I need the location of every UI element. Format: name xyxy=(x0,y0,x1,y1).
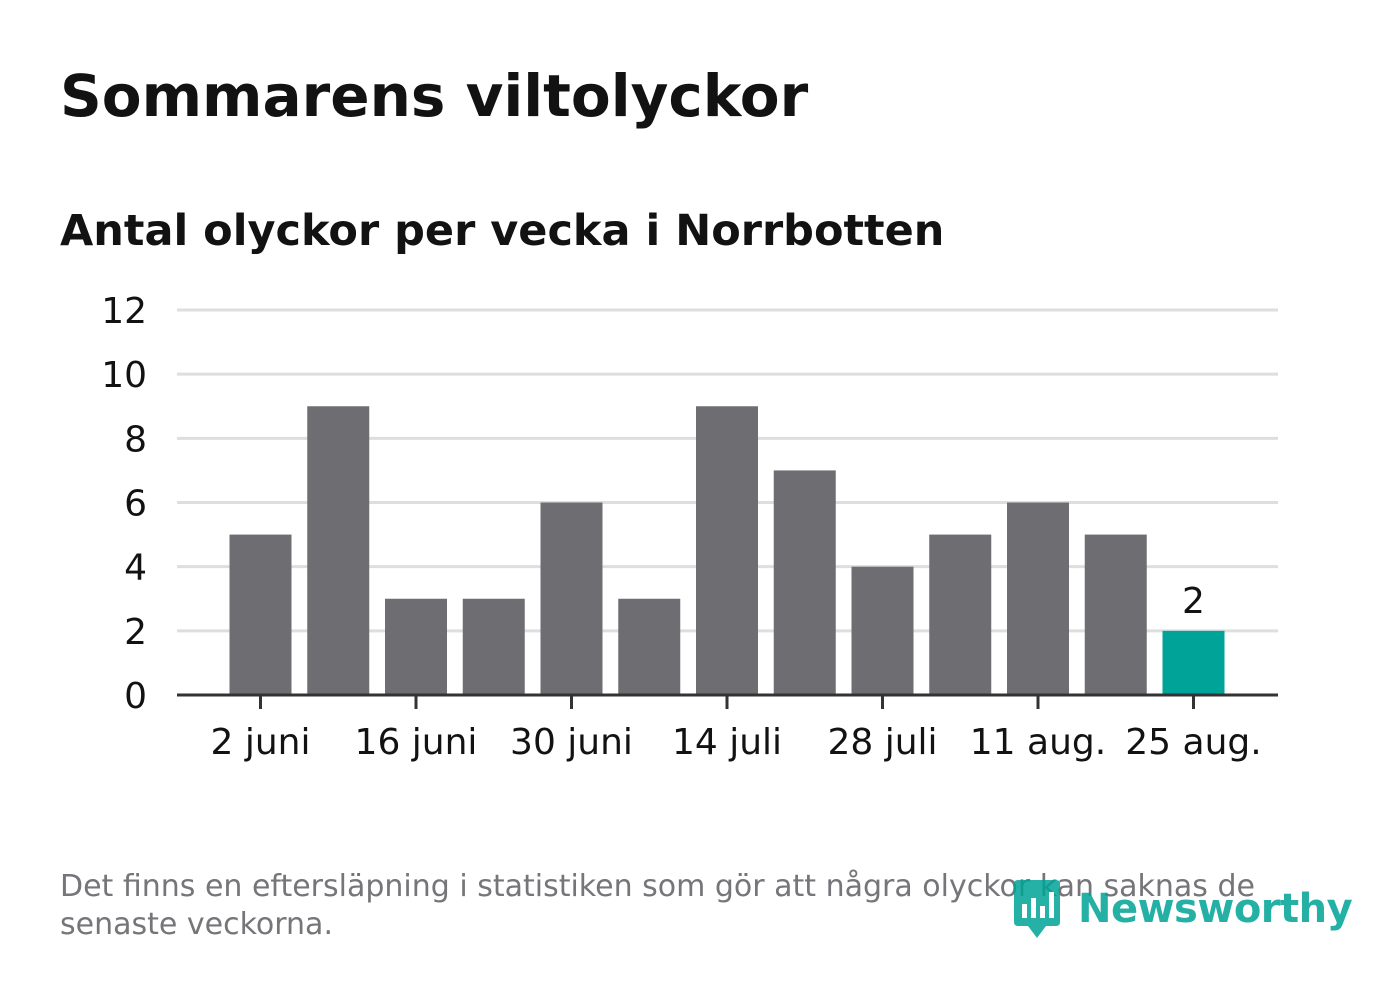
data-label: 2 xyxy=(1182,581,1205,622)
y-tick-label: 12 xyxy=(101,291,147,332)
bar-7-juli xyxy=(618,598,681,695)
bar-14-juli xyxy=(696,406,758,695)
y-tick-label: 0 xyxy=(124,676,147,717)
bar-18-aug xyxy=(1084,534,1147,695)
x-tick-label: 16 juni xyxy=(355,722,478,763)
bar-9-juni xyxy=(307,406,370,695)
chart-title: Sommarens viltolyckor xyxy=(60,62,809,130)
x-tick-label: 11 aug. xyxy=(970,722,1106,763)
bar-16-juni xyxy=(385,598,447,695)
bar-2-juni xyxy=(229,534,292,695)
newsworthy-logo-icon xyxy=(1014,880,1060,938)
bar-11-aug xyxy=(1007,502,1069,695)
y-tick-label: 10 xyxy=(101,355,147,396)
newsworthy-logo-text: Newsworthy xyxy=(1078,886,1353,932)
bar-4-aug xyxy=(929,534,992,695)
x-tick-label: 25 aug. xyxy=(1125,722,1261,763)
x-tick-label: 28 juli xyxy=(827,722,937,763)
y-tick-label: 4 xyxy=(124,548,147,589)
bar-30-juni xyxy=(540,502,603,695)
bar-21-juli xyxy=(773,470,836,695)
y-tick-label: 8 xyxy=(124,419,147,460)
bar-28-juli xyxy=(851,566,914,695)
bar-23-juni xyxy=(462,598,525,695)
x-tick-label: 2 juni xyxy=(211,722,311,763)
y-tick-label: 2 xyxy=(124,612,147,653)
newsworthy-logo: Newsworthy xyxy=(1012,877,1353,941)
chart-subtitle: Antal olyckor per vecka i Norrbotten xyxy=(60,206,945,256)
y-tick-label: 6 xyxy=(124,484,147,525)
x-tick-label: 30 juni xyxy=(510,722,633,763)
bar-25-aug xyxy=(1162,630,1225,695)
x-tick-label: 14 juli xyxy=(672,722,782,763)
